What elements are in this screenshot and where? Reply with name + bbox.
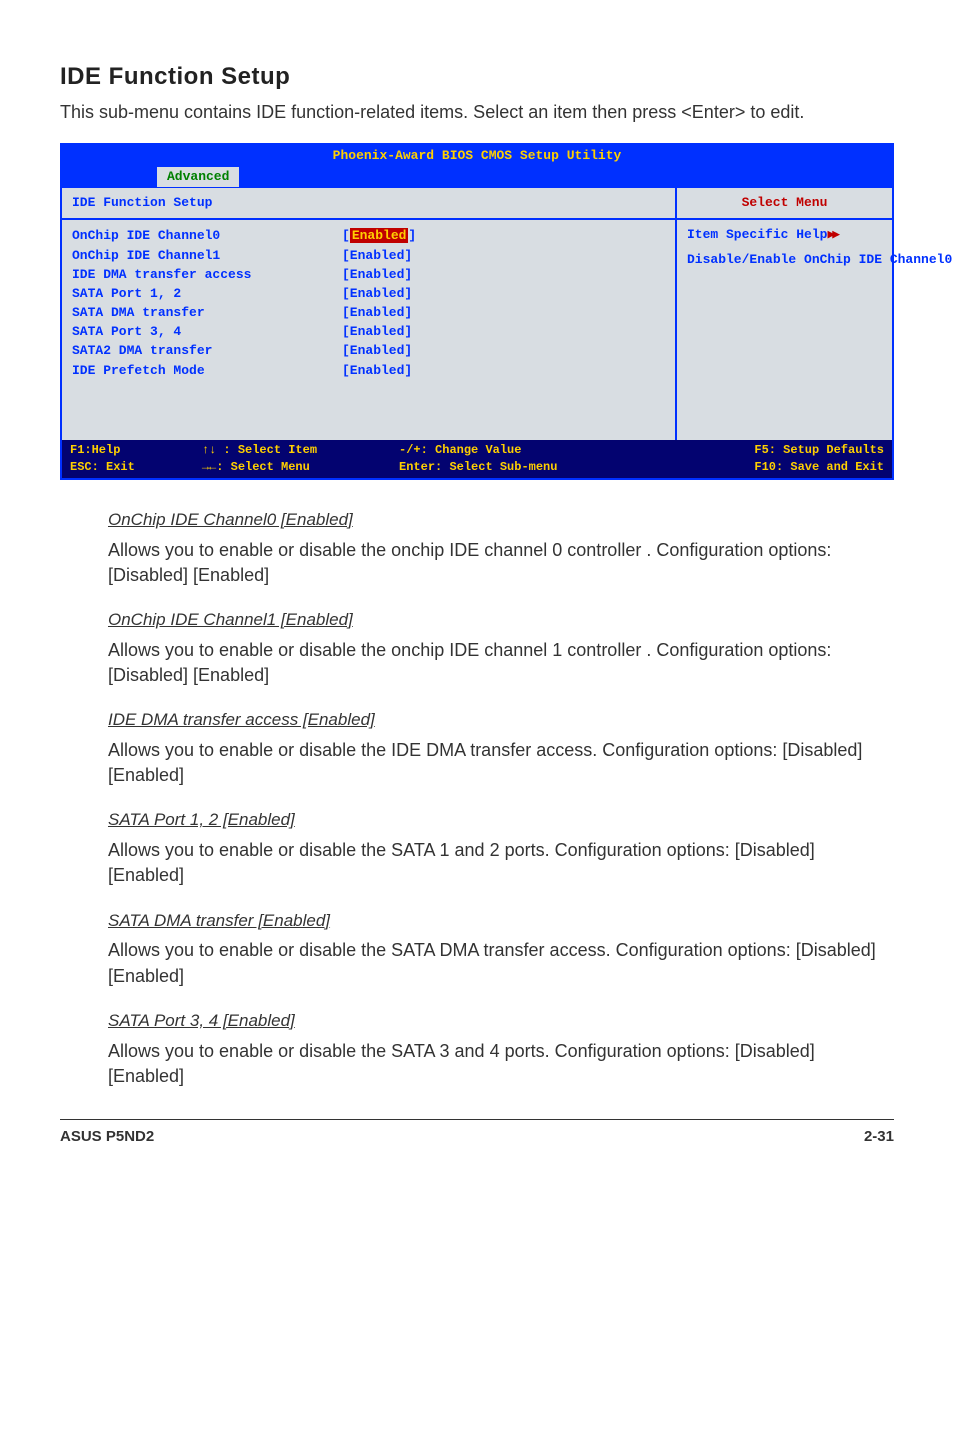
bios-footer: F1:HelpESC: Exit ↑↓ : Select Item→←: Sel…: [62, 440, 892, 478]
bios-main-pane: IDE Function Setup OnChip IDE Channel0[E…: [62, 188, 677, 440]
setting-value[interactable]: [Enabled]: [342, 247, 412, 265]
item-body: Allows you to enable or disable the SATA…: [108, 838, 894, 888]
setting-label: IDE Prefetch Mode: [72, 362, 342, 380]
bios-title: Phoenix-Award BIOS CMOS Setup Utility: [62, 145, 892, 167]
item-heading: OnChip IDE Channel1 [Enabled]: [108, 608, 894, 632]
setting-value[interactable]: [Enabled]: [342, 362, 412, 380]
bios-tabbar: Advanced: [62, 167, 892, 187]
bios-setting-row[interactable]: SATA2 DMA transfer[Enabled]: [72, 342, 665, 360]
setting-label: SATA DMA transfer: [72, 304, 342, 322]
key-save-exit: F10: Save and Exit: [754, 459, 884, 476]
key-select-item: ↑↓ : Select Item: [202, 442, 317, 459]
setting-label: SATA2 DMA transfer: [72, 342, 342, 360]
key-select-submenu: Enter: Select Sub-menu: [399, 459, 557, 476]
key-change-value: -/+: Change Value: [399, 442, 557, 459]
key-help: F1:Help: [70, 442, 135, 459]
item-heading: IDE DMA transfer access [Enabled]: [108, 708, 894, 732]
bios-side-pane: Select Menu Item Specific Help▶▶ Disable…: [677, 188, 892, 440]
item-heading: SATA Port 3, 4 [Enabled]: [108, 1009, 894, 1033]
footer-left: ASUS P5ND2: [60, 1126, 154, 1147]
page-heading: IDE Function Setup: [60, 60, 894, 94]
key-defaults: F5: Setup Defaults: [754, 442, 884, 459]
setting-value[interactable]: [Enabled]: [342, 285, 412, 303]
item-heading: SATA Port 1, 2 [Enabled]: [108, 808, 894, 832]
setting-value[interactable]: [Enabled]: [342, 342, 412, 360]
setting-label: SATA Port 3, 4: [72, 323, 342, 341]
item-body: Allows you to enable or disable the onch…: [108, 638, 894, 688]
bios-setting-row[interactable]: SATA DMA transfer[Enabled]: [72, 304, 665, 322]
bios-setting-row[interactable]: IDE Prefetch Mode[Enabled]: [72, 362, 665, 380]
setting-value[interactable]: [Enabled]: [342, 266, 412, 284]
bios-setting-row[interactable]: IDE DMA transfer access[Enabled]: [72, 266, 665, 284]
item-heading: SATA DMA transfer [Enabled]: [108, 909, 894, 933]
setting-label: OnChip IDE Channel0: [72, 227, 342, 245]
tab-advanced[interactable]: Advanced: [157, 167, 239, 187]
setting-label: IDE DMA transfer access: [72, 266, 342, 284]
bios-window: Phoenix-Award BIOS CMOS Setup Utility Ad…: [60, 143, 894, 480]
item-body: Allows you to enable or disable the onch…: [108, 538, 894, 588]
key-select-menu: →←: Select Menu: [202, 459, 317, 476]
bios-setting-row[interactable]: SATA Port 1, 2[Enabled]: [72, 285, 665, 303]
help-label: Item Specific Help▶▶: [687, 226, 882, 244]
bios-setting-row[interactable]: OnChip IDE Channel1[Enabled]: [72, 247, 665, 265]
bios-setting-row[interactable]: SATA Port 3, 4[Enabled]: [72, 323, 665, 341]
key-exit: ESC: Exit: [70, 459, 135, 476]
bios-side-header: Select Menu: [677, 188, 892, 220]
bios-setting-row[interactable]: OnChip IDE Channel0[Enabled]: [72, 227, 665, 245]
bios-section-header: IDE Function Setup: [62, 188, 675, 220]
page-intro: This sub-menu contains IDE function-rela…: [60, 100, 894, 125]
item-body: Allows you to enable or disable the SATA…: [108, 938, 894, 988]
setting-label: SATA Port 1, 2: [72, 285, 342, 303]
setting-value[interactable]: [Enabled]: [342, 227, 416, 245]
setting-value[interactable]: [Enabled]: [342, 304, 412, 322]
item-body: Allows you to enable or disable the IDE …: [108, 738, 894, 788]
item-heading: OnChip IDE Channel0 [Enabled]: [108, 508, 894, 532]
setting-value[interactable]: [Enabled]: [342, 323, 412, 341]
footer-right: 2-31: [864, 1126, 894, 1147]
help-text: Disable/Enable OnChip IDE Channel0: [687, 251, 882, 269]
triangle-right-icon: ▶▶: [827, 227, 837, 242]
item-body: Allows you to enable or disable the SATA…: [108, 1039, 894, 1089]
setting-label: OnChip IDE Channel1: [72, 247, 342, 265]
